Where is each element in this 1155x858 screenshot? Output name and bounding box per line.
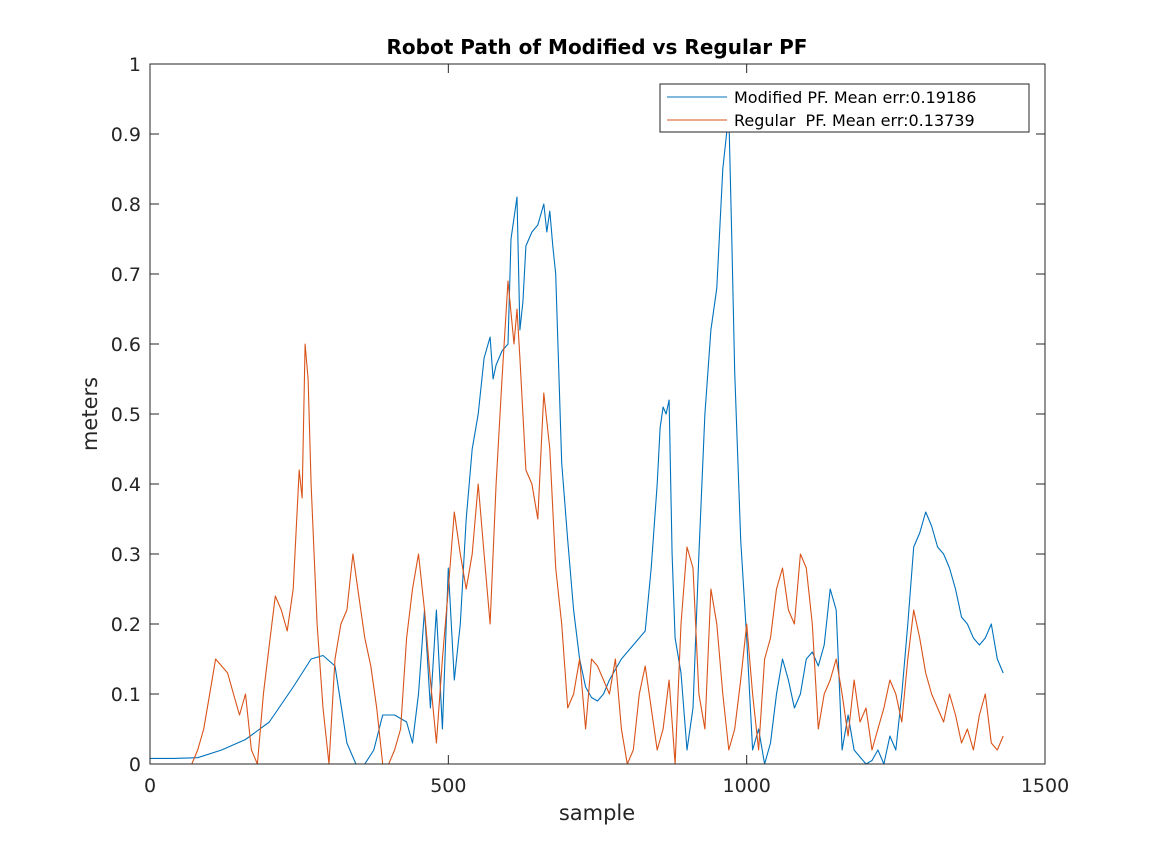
y-axis-label: meters: [78, 377, 102, 451]
y-tick-label: 0.3: [111, 544, 141, 566]
y-tick-label: 0.6: [111, 334, 141, 356]
y-tick-label: 0.9: [111, 124, 141, 146]
series-line-modified-pf: [150, 112, 1004, 765]
y-tick-label: 0.4: [111, 474, 141, 496]
y-tick-label: 0.7: [111, 264, 141, 286]
y-tick-label: 1: [129, 54, 141, 76]
chart-title: Robot Path of Modified vs Regular PF: [387, 35, 808, 59]
plot-frame: [149, 63, 1046, 765]
y-axis-ticks: 0 0.1 0.2 0.3 0.4 0.5 0.6 0.7 0.8 0.9 1: [111, 54, 1045, 776]
x-tick-label: 500: [430, 775, 466, 797]
y-tick-label: 0.2: [111, 614, 141, 636]
plot-area: [150, 64, 1045, 764]
series-line-regular-pf: [150, 280, 1004, 765]
series-layer: [150, 112, 1004, 765]
legend-label-regular: Regular PF. Mean err:0.13739: [734, 111, 975, 130]
x-tick-label: 0: [144, 775, 156, 797]
x-axis-label: sample: [559, 801, 635, 825]
legend-box: [659, 83, 1030, 133]
y-tick-label: 0.1: [111, 684, 141, 706]
y-tick-label: 0.5: [111, 404, 141, 426]
x-tick-label: 1000: [722, 775, 770, 797]
x-tick-label: 1500: [1021, 775, 1069, 797]
legend-label-modified: Modified PF. Mean err:0.19186: [734, 88, 976, 107]
y-tick-label: 0.8: [111, 194, 141, 216]
x-axis-ticks: 0 500 1000 1500: [144, 64, 1069, 797]
y-tick-label: 0: [129, 754, 141, 776]
legend: Modified PF. Mean err:0.19186 Regular PF…: [659, 83, 1030, 133]
